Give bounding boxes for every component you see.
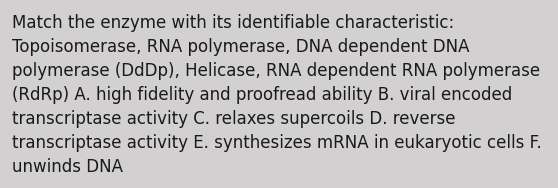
Text: transcriptase activity C. relaxes supercoils D. reverse: transcriptase activity C. relaxes superc… — [12, 110, 455, 128]
Text: polymerase (DdDp), Helicase, RNA dependent RNA polymerase: polymerase (DdDp), Helicase, RNA depende… — [12, 62, 540, 80]
Text: unwinds DNA: unwinds DNA — [12, 158, 123, 176]
Text: (RdRp) A. high fidelity and proofread ability B. viral encoded: (RdRp) A. high fidelity and proofread ab… — [12, 86, 512, 104]
Text: Match the enzyme with its identifiable characteristic:: Match the enzyme with its identifiable c… — [12, 14, 454, 32]
Text: transcriptase activity E. synthesizes mRNA in eukaryotic cells F.: transcriptase activity E. synthesizes mR… — [12, 134, 542, 152]
Text: Topoisomerase, RNA polymerase, DNA dependent DNA: Topoisomerase, RNA polymerase, DNA depen… — [12, 38, 469, 56]
